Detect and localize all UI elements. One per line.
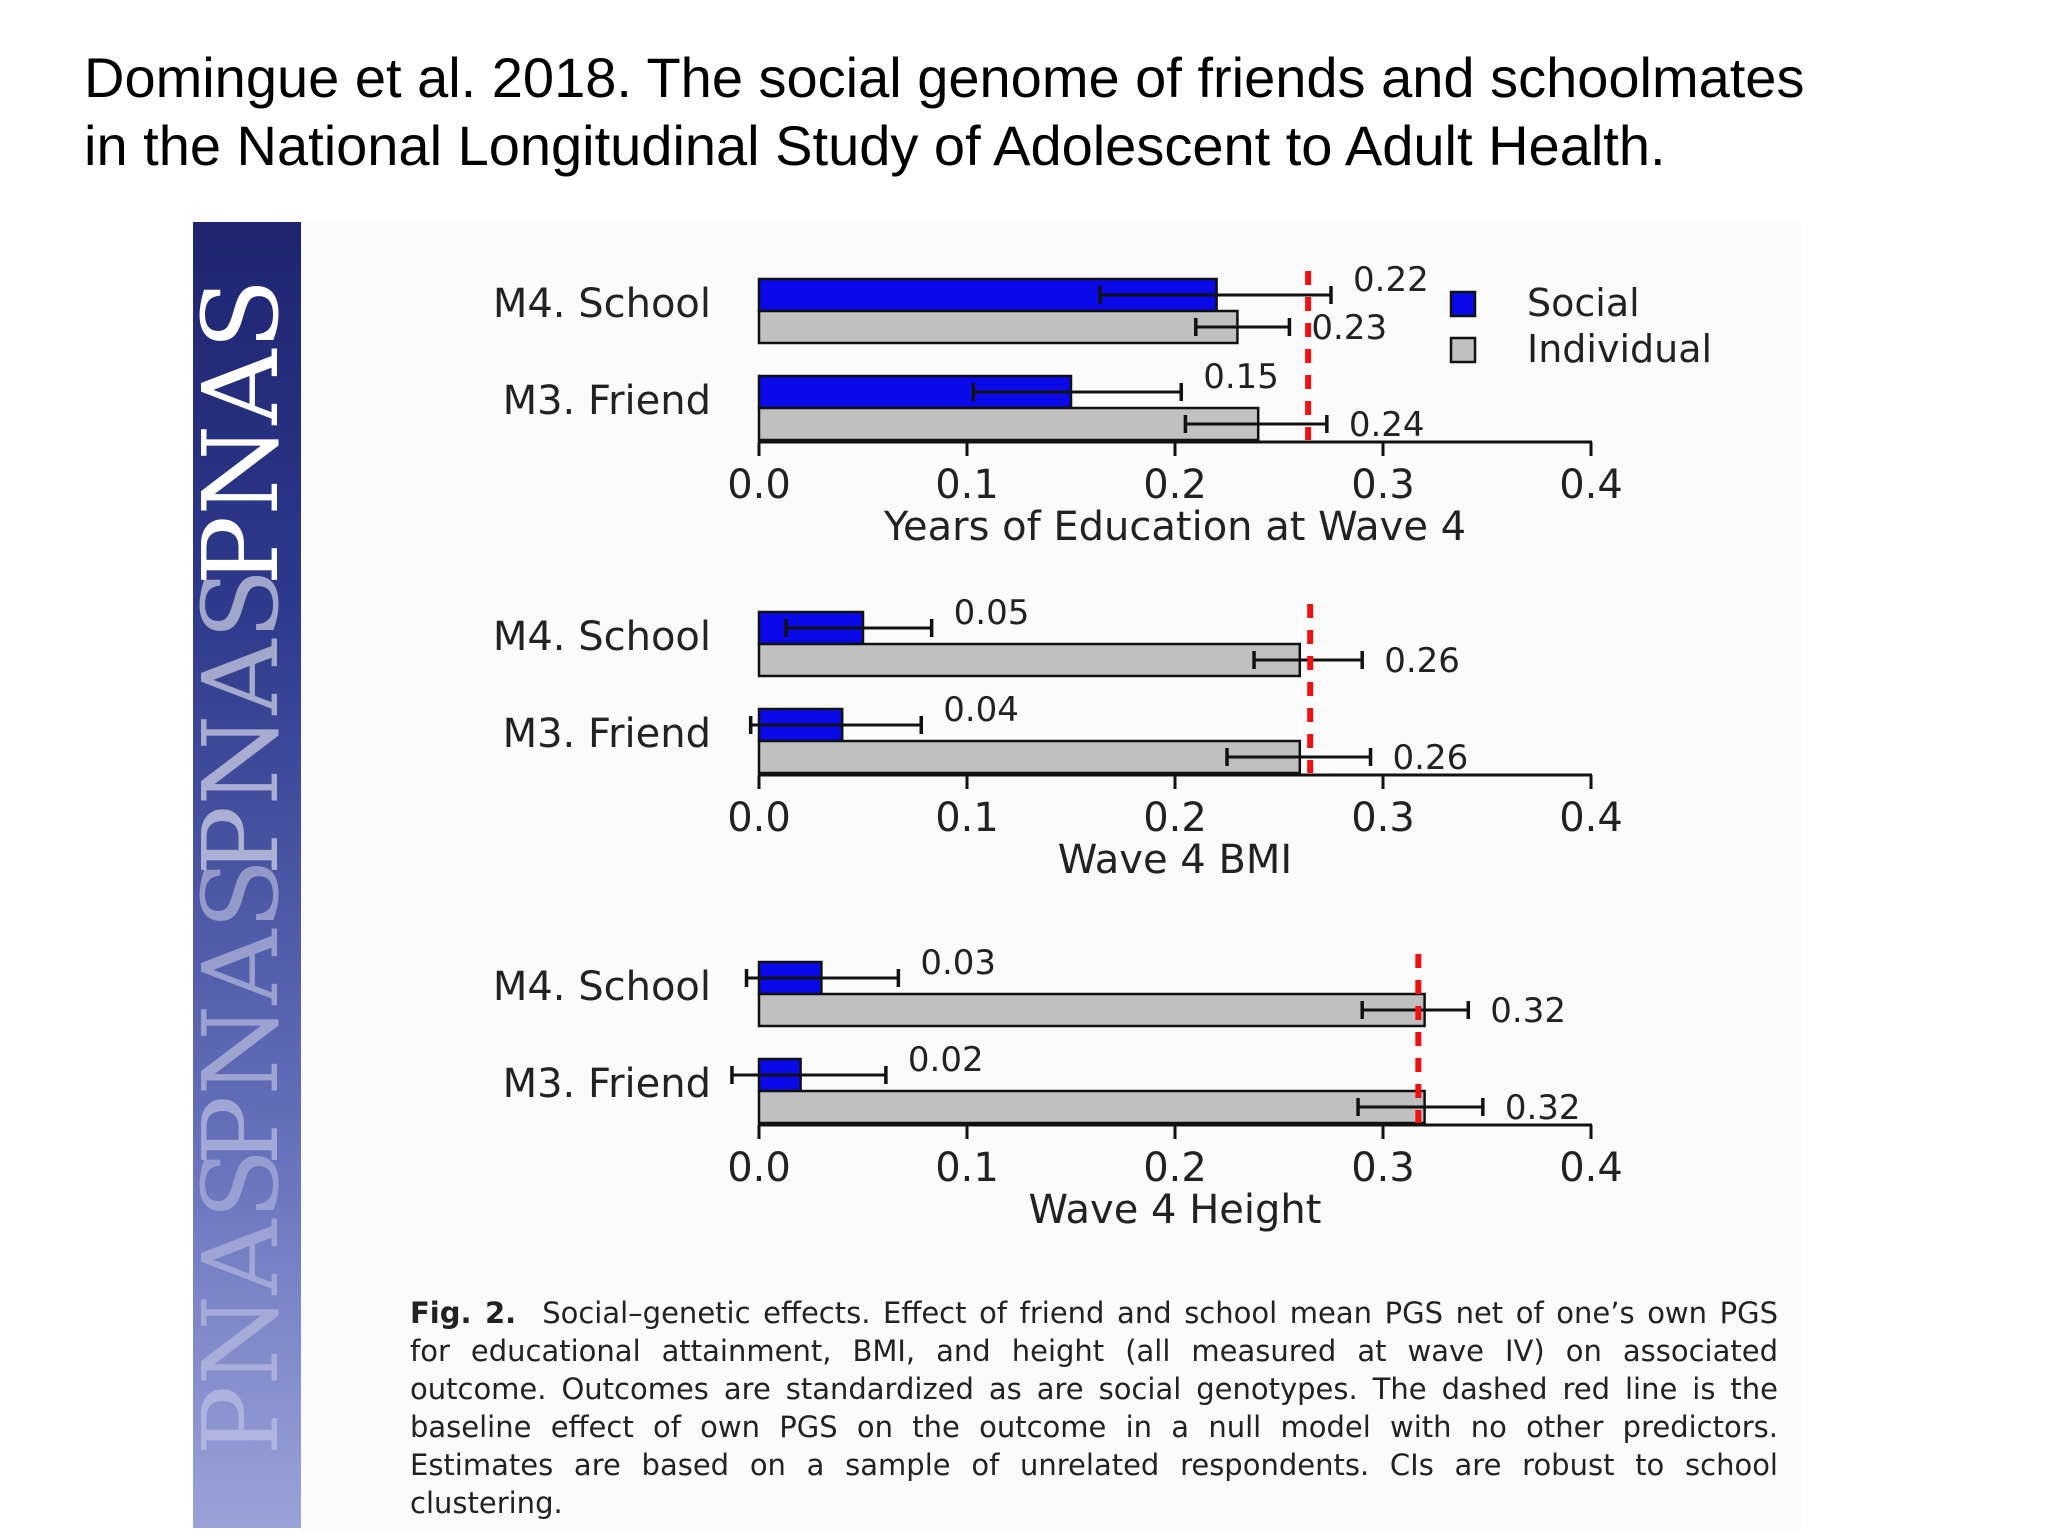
x-tick-label: 0.2: [1143, 795, 1207, 841]
individual-value-label: 0.26: [1384, 641, 1460, 681]
pnas-wordmark-3: PNAS: [193, 858, 301, 1165]
legend-social-label: Social: [1527, 281, 1640, 325]
x-axis-label: Years of Education at Wave 4: [883, 504, 1466, 550]
row-label: M3. Friend: [503, 711, 711, 757]
legend-social-swatch: [1449, 290, 1477, 318]
social-value-label: 0.22: [1353, 260, 1429, 300]
x-tick-label: 0.0: [727, 462, 791, 508]
social-value-label: 0.04: [943, 690, 1019, 730]
pnas-wordmark-1: PNAS: [193, 278, 301, 585]
legend-individual-swatch: [1449, 336, 1477, 364]
pnas-wordmark-2: PNAS: [193, 568, 301, 875]
x-tick-label: 0.4: [1559, 462, 1623, 508]
x-tick-label: 0.3: [1351, 1145, 1415, 1191]
row-label: M4. School: [493, 281, 711, 327]
social-value-label: 0.15: [1203, 357, 1279, 397]
social-value-label: 0.03: [920, 943, 996, 983]
x-tick-label: 0.4: [1559, 1145, 1623, 1191]
chart-panel-1: M4. School 0.22 0.23 M3. Friend 0.15 0.24 0.0 0…: [493, 260, 1623, 550]
x-tick-label: 0.3: [1351, 795, 1415, 841]
individual-bar: [757, 992, 1426, 1028]
row-label: M3. Friend: [503, 1061, 711, 1107]
caption-figure-label: Fig. 2.: [410, 1296, 517, 1330]
x-axis-label: Wave 4 BMI: [1058, 837, 1292, 883]
individual-value-label: 0.32: [1490, 991, 1566, 1031]
x-tick-label: 0.1: [935, 795, 999, 841]
slide-title-line-2: in the National Longitudinal Study of Ad…: [84, 114, 1666, 177]
individual-bar: [757, 642, 1302, 678]
individual-value-label: 0.26: [1393, 738, 1469, 778]
x-tick-label: 0.1: [935, 462, 999, 508]
x-tick-label: 0.1: [935, 1145, 999, 1191]
row-label: M4. School: [493, 964, 711, 1010]
individual-value-label: 0.23: [1311, 308, 1387, 348]
legend-individual-label: Individual: [1527, 327, 1712, 371]
individual-value-label: 0.24: [1349, 405, 1425, 445]
row-label: M4. School: [493, 614, 711, 660]
caption-text: Social–genetic effects. Effect of friend…: [410, 1296, 1778, 1520]
x-axis-label: Wave 4 Height: [1029, 1187, 1322, 1233]
chart-panel-3: M4. School 0.03 0.32 M3. Friend 0.02 0.32 0.0 0…: [493, 943, 1623, 1233]
x-tick-label: 0.0: [727, 1145, 791, 1191]
x-tick-label: 0.0: [727, 795, 791, 841]
x-tick-label: 0.2: [1143, 1145, 1207, 1191]
social-value-label: 0.02: [908, 1040, 984, 1080]
chart-panel-2: M4. School 0.05 0.26 M3. Friend 0.04 0.26 0.0 0…: [493, 593, 1623, 883]
individual-bar: [757, 406, 1260, 442]
x-tick-label: 0.4: [1559, 795, 1623, 841]
x-tick-label: 0.3: [1351, 462, 1415, 508]
slide-title-line-1: Domingue et al. 2018. The social genome …: [84, 46, 1805, 109]
chart-figure: M4. School 0.22 0.23 M3. Friend 0.15 0.24 0.0 0…: [493, 260, 1712, 1233]
row-label: M3. Friend: [503, 378, 711, 424]
pnas-wordmark-4: PNAS: [193, 1148, 301, 1455]
individual-bar: [757, 1089, 1426, 1125]
pnas-banner: PNAS PNAS PNAS PNAS: [193, 222, 301, 1528]
individual-bar: [757, 309, 1239, 345]
social-value-label: 0.05: [954, 593, 1030, 633]
x-tick-label: 0.2: [1143, 462, 1207, 508]
figure-area: M4. School 0.22 0.23 M3. Friend 0.15 0.24 0.0 0…: [301, 222, 1801, 1532]
slide-title: Domingue et al. 2018. The social genome …: [84, 44, 1984, 180]
individual-bar: [757, 739, 1302, 775]
individual-value-label: 0.32: [1505, 1088, 1581, 1128]
figure-caption: Fig. 2. Social–genetic effects. Effect of…: [410, 1294, 1778, 1522]
